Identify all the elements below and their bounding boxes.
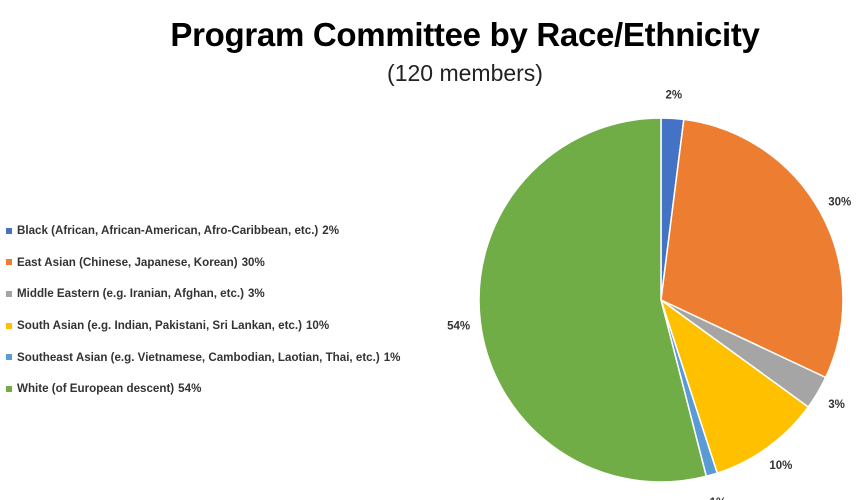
legend-value: 2%: [322, 224, 340, 238]
chart-title: Program Committee by Race/Ethnicity: [170, 16, 760, 53]
chart-subtitle: (120 members): [387, 60, 543, 86]
legend-item: Southeast Asian (e.g. Vietnamese, Cambod…: [6, 341, 400, 373]
pie-data-label: 54%: [447, 321, 470, 333]
pie-slice: [478, 117, 708, 483]
legend-label: Middle Eastern (e.g. Iranian, Afghan, et…: [17, 287, 244, 301]
legend-item: Black (African, African-American, Afro-C…: [6, 215, 400, 247]
legend-label: White (of European descent): [17, 382, 175, 396]
legend-label: South Asian (e.g. Indian, Pakistani, Sri…: [17, 319, 302, 333]
legend-swatch: [6, 385, 12, 392]
legend-value: 1%: [383, 350, 401, 364]
legend-swatch: [6, 290, 12, 297]
pie-data-label: 10%: [769, 460, 792, 472]
legend-value: 30%: [241, 255, 265, 269]
legend-swatch: [6, 322, 12, 329]
pie-data-label: 3%: [828, 399, 845, 411]
legend-swatch: [6, 354, 12, 361]
legend-item: White (of European descent) 54%: [6, 373, 400, 405]
legend-item: East Asian (Chinese, Japanese, Korean) 30…: [6, 247, 400, 279]
legend-item: South Asian (e.g. Indian, Pakistani, Sri…: [6, 310, 400, 342]
pie-slice: [660, 118, 844, 379]
legend-swatch: [6, 227, 12, 234]
legend-value: 3%: [247, 287, 265, 301]
legend-label: Southeast Asian (e.g. Vietnamese, Cambod…: [17, 350, 380, 364]
pie-slice: [659, 298, 810, 475]
legend-label: Black (African, African-American, Afro-C…: [17, 224, 319, 238]
chart-legend: Black (African, African-American, Afro-C…: [6, 215, 400, 405]
legend-label: East Asian (Chinese, Japanese, Korean): [17, 255, 238, 269]
legend-value: 10%: [305, 319, 330, 333]
pie-data-label: 1%: [710, 497, 727, 500]
pie-data-label: 30%: [828, 197, 851, 209]
legend-value: 54%: [178, 382, 202, 396]
legend-swatch: [6, 259, 12, 266]
pie-data-label: 2%: [665, 89, 682, 101]
legend-item: Middle Eastern (e.g. Iranian, Afghan, et…: [6, 278, 400, 310]
